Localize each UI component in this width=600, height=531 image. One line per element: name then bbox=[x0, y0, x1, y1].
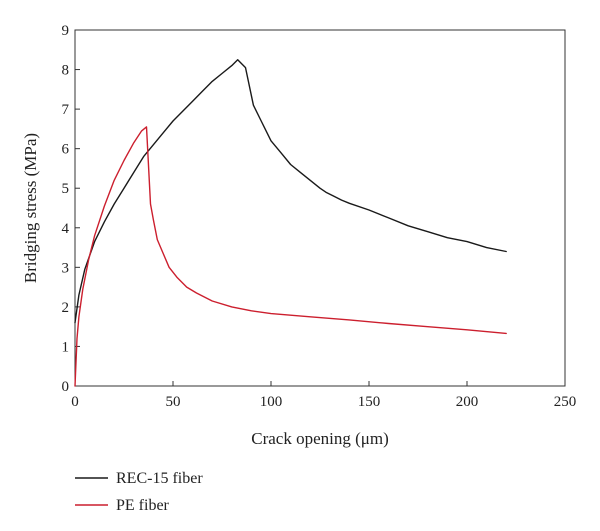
y-tick-label: 9 bbox=[62, 23, 70, 39]
series-line-0 bbox=[74, 59, 507, 324]
y-tick-label: 2 bbox=[62, 300, 70, 316]
legend-label-0: REC-15 fiber bbox=[116, 470, 203, 487]
y-axis-title: Bridging stress (MPa) bbox=[21, 133, 40, 283]
y-tick-label: 1 bbox=[62, 339, 70, 355]
y-tick-label: 5 bbox=[62, 181, 70, 197]
y-tick-label: 6 bbox=[62, 142, 70, 158]
x-axis-title: Crack opening (μm) bbox=[251, 429, 389, 448]
y-axis-ticks: 0 1 2 3 4 5 6 7 8 9 bbox=[62, 23, 80, 395]
y-tick-label: 8 bbox=[62, 63, 70, 79]
x-tick-label: 0 bbox=[71, 394, 79, 410]
series-line-1 bbox=[74, 126, 507, 387]
plot-frame bbox=[74, 29, 566, 387]
x-tick-label: 100 bbox=[260, 394, 283, 410]
series-layer bbox=[74, 59, 507, 387]
x-tick-label: 200 bbox=[456, 394, 479, 410]
x-axis-ticks: 0 50 100 150 200 250 bbox=[71, 381, 576, 410]
legend: REC-15 fiber PE fiber bbox=[75, 470, 203, 514]
y-tick-label: 7 bbox=[62, 102, 70, 118]
y-tick-label: 4 bbox=[62, 221, 70, 237]
y-tick-label: 0 bbox=[62, 379, 70, 395]
legend-label-1: PE fiber bbox=[116, 497, 170, 514]
y-tick-label: 3 bbox=[62, 260, 70, 276]
x-tick-label: 150 bbox=[358, 394, 381, 410]
x-tick-label: 250 bbox=[554, 394, 577, 410]
x-tick-label: 50 bbox=[166, 394, 181, 410]
plot-border bbox=[74, 29, 566, 387]
